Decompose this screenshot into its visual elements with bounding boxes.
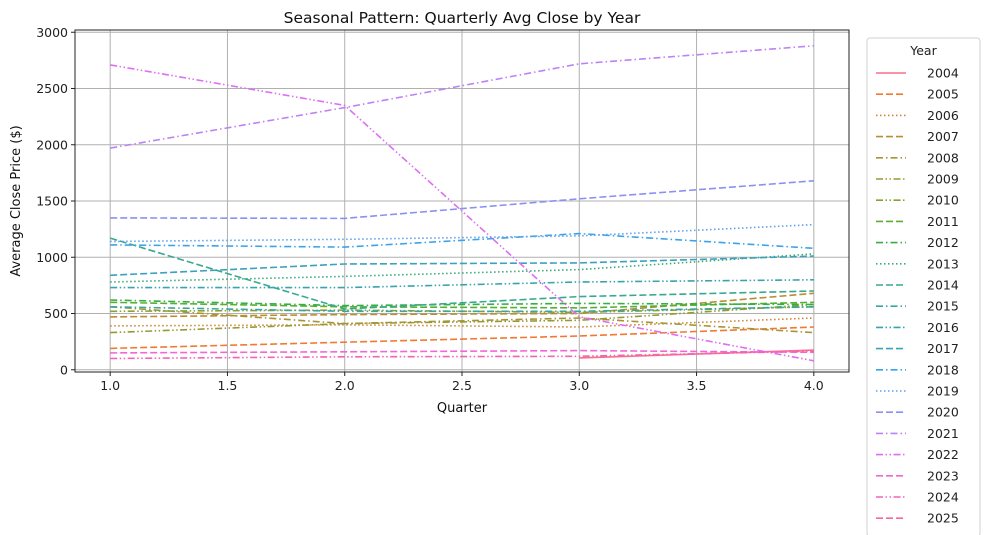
legend-label-2016: 2016	[927, 320, 959, 335]
x-tick-label: 4.0	[804, 378, 824, 393]
legend-label-2019: 2019	[927, 384, 959, 399]
legend-label-2006: 2006	[927, 108, 959, 123]
legend-label-2021: 2021	[927, 426, 959, 441]
legend-title: Year	[909, 43, 937, 58]
legend-box	[866, 37, 981, 535]
x-tick-label: 3.0	[569, 378, 589, 393]
plot-area	[109, 45, 814, 362]
legend-label-2009: 2009	[927, 172, 959, 187]
x-tick-label: 2.5	[452, 378, 472, 393]
y-tick-label: 500	[44, 306, 68, 321]
series-line-2021	[110, 45, 814, 149]
legend-label-2005: 2005	[927, 87, 959, 102]
series-line-2020	[110, 180, 814, 220]
legend-label-2010: 2010	[927, 193, 959, 208]
series-line-2011	[110, 301, 814, 309]
series-line-2009	[110, 303, 814, 334]
legend-label-2023: 2023	[927, 468, 959, 483]
series-line-2008	[110, 306, 814, 334]
legend-label-2020: 2020	[927, 405, 959, 420]
series-line-2012	[110, 299, 814, 307]
series-line-2016	[110, 279, 814, 289]
legend-label-2018: 2018	[927, 362, 959, 377]
y-tick-label: 2000	[36, 137, 68, 152]
legend-label-2025: 2025	[927, 511, 959, 526]
legend-label-2004: 2004	[927, 66, 959, 81]
x-tick-label: 2.0	[335, 378, 355, 393]
legend-label-2008: 2008	[927, 150, 959, 165]
legend-label-2014: 2014	[927, 278, 959, 293]
series-line-2017	[110, 255, 814, 277]
y-tick-label: 1500	[36, 194, 68, 209]
y-axis-label: Average Close Price ($)	[9, 125, 24, 276]
legend-label-2012: 2012	[927, 235, 959, 250]
series-line-2018	[110, 232, 814, 250]
series-line-2015	[110, 306, 814, 313]
legend-label-2011: 2011	[927, 214, 959, 229]
series-line-2005	[110, 326, 814, 350]
legend-label-2024: 2024	[927, 490, 959, 505]
series-line-2024	[110, 350, 814, 360]
y-tick-label: 3000	[36, 25, 68, 40]
x-axis-label: Quarter	[437, 401, 488, 416]
legend-label-2022: 2022	[927, 447, 959, 462]
series-line-2013	[110, 253, 814, 283]
axis-ticks: 1.0 1.5 2.0 2.5 3.0 3.5 4.0 0 500 1000 1500 2000 250…	[36, 25, 824, 393]
legend-label-2015: 2015	[927, 299, 959, 314]
y-tick-label: 0	[60, 362, 68, 377]
series-line-2014	[109, 237, 814, 310]
grid	[75, 30, 849, 372]
legend-label-2007: 2007	[927, 129, 959, 144]
y-tick-label: 1000	[36, 250, 68, 265]
y-tick-label: 2500	[36, 81, 68, 96]
x-tick-label: 3.5	[687, 378, 707, 393]
x-tick-label: 1.0	[100, 378, 120, 393]
x-tick-label: 1.5	[218, 378, 238, 393]
series-line-2019	[110, 223, 814, 243]
series-line-2022	[110, 64, 814, 362]
legend-label-2013: 2013	[927, 256, 959, 271]
series-line-2006	[110, 317, 814, 328]
series-line-2023	[110, 349, 814, 354]
chart-title: Seasonal Pattern: Quarterly Avg Close by…	[284, 9, 641, 27]
legend: Year 2004 2005 2006 2007 2008 2009 2010 2011 201…	[866, 37, 981, 535]
legend-label-2017: 2017	[927, 341, 959, 356]
legend-items: 2004 2005 2006 2007 2008 2009 2010 2011 2012 2013…	[876, 66, 959, 526]
